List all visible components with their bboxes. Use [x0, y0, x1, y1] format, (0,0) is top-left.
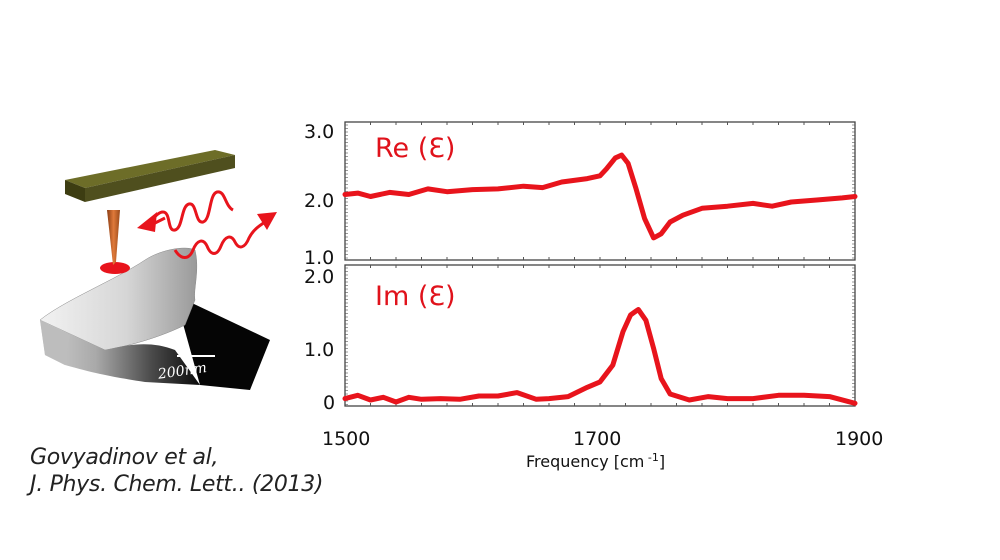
- afm-tip-icon: [107, 210, 120, 265]
- im-curve: [342, 307, 858, 406]
- xtick-1900: 1900: [835, 428, 883, 450]
- citation-journal: J. Phys. Chem. Lett.. (2013): [30, 472, 324, 497]
- re-ytick-2: 2.0: [304, 190, 334, 212]
- re-ytick-1: 1.0: [304, 247, 334, 269]
- xtick-1700: 1700: [573, 428, 621, 450]
- cantilever: [65, 150, 235, 188]
- im-ytick-1: 1.0: [304, 339, 334, 361]
- afm-illustration: 200nm: [39, 150, 277, 390]
- citation-authors: Govyadinov et al,: [30, 445, 219, 470]
- xtick-1500: 1500: [322, 428, 370, 450]
- im-ytick-0: 0: [323, 392, 335, 414]
- laser-spot: [100, 262, 130, 274]
- scale-bar-label: 200nm: [156, 360, 208, 383]
- im-panel-title: Im (Ɛ): [375, 281, 456, 312]
- ir-wave-arrows-icon: [143, 190, 266, 259]
- dielectric-function-chart: Re (Ɛ) 3.0 2.0 1.0 Im (Ɛ) 2.0 1.0 0 1500…: [304, 121, 883, 471]
- re-curve: [342, 152, 858, 241]
- sample-ridge: [39, 247, 198, 351]
- citation: Govyadinov et al, J. Phys. Chem. Lett.. …: [30, 444, 323, 498]
- re-panel-title: Re (Ɛ): [375, 133, 455, 164]
- sample-front: [40, 320, 200, 385]
- re-ytick-3: 3.0: [304, 121, 334, 143]
- im-ytick-2: 2.0: [304, 266, 334, 288]
- re-panel-ticks: [345, 122, 855, 260]
- arrow-right-icon: [257, 212, 277, 230]
- arrow-left-icon: [137, 212, 157, 232]
- x-axis-label: Frequency [cm -1]: [526, 451, 665, 471]
- substrate-floor: [175, 295, 270, 390]
